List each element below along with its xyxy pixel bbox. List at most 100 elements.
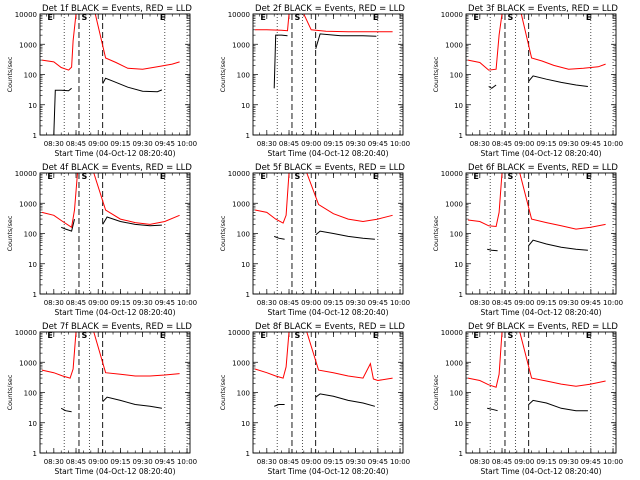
series-lld-line [93, 173, 180, 225]
x-axis-label: Start Time (04-Oct-12 08:20:40) [480, 308, 601, 317]
event-marker-label: E [373, 172, 378, 181]
x-axis-label: Start Time (04-Oct-12 08:20:40) [54, 308, 175, 317]
x-tick-label: 09:00 [88, 458, 108, 466]
x-tick-label: 09:00 [301, 458, 321, 466]
y-tick-label: 100 [237, 231, 250, 239]
x-tick-label: 09:45 [155, 458, 175, 466]
y-tick-label: 1000 [19, 359, 37, 367]
y-tick-label: 100 [24, 231, 37, 239]
series-events-line [53, 87, 72, 135]
x-tick-label: 08:30 [257, 299, 277, 307]
y-tick-label: 10000 [15, 170, 37, 178]
y-tick-label: 100 [237, 390, 250, 398]
y-tick-label: 100 [450, 72, 463, 80]
y-tick-label: 100 [450, 390, 463, 398]
x-tick-label: 09:30 [133, 140, 153, 148]
y-axis-label: Counts/sec [6, 215, 14, 251]
y-tick-label: 1000 [445, 200, 463, 208]
y-tick-label: 1 [33, 291, 37, 299]
x-tick-label: 08:45 [492, 140, 512, 148]
y-axis-label: Counts/sec [219, 215, 227, 251]
data-series [467, 173, 606, 252]
y-tick-label: 10 [28, 261, 37, 269]
x-axis-label: Start Time (04-Oct-12 08:20:40) [267, 308, 388, 317]
x-tick-label: 08:30 [44, 458, 64, 466]
x-axis-label: Start Time (04-Oct-12 08:20:40) [267, 467, 388, 476]
series-events-line [274, 235, 285, 240]
x-tick-label: 09:45 [155, 299, 175, 307]
event-marker-label: E [160, 172, 165, 181]
x-tick-label: 09:45 [581, 299, 601, 307]
y-tick-label: 100 [237, 72, 250, 80]
series-lld-line [41, 332, 77, 379]
x-tick-label: 09:15 [536, 458, 556, 466]
x-tick-label: 08:45 [66, 299, 86, 307]
series-events-line [487, 248, 498, 252]
y-tick-label: 100 [450, 231, 463, 239]
y-tick-label: 1 [246, 450, 250, 458]
x-tick-label: 09:45 [368, 458, 388, 466]
series-lld-line [303, 14, 393, 33]
series-lld-line [254, 332, 290, 379]
y-axis-label: Counts/sec [6, 56, 14, 92]
series-events-line [528, 399, 588, 412]
event-marker-label: S [507, 331, 513, 340]
chart-title: Det 1f BLACK = Events, RED = LLD [42, 4, 192, 14]
x-tick-label: 08:30 [470, 140, 490, 148]
x-tick-label: 10:00 [390, 140, 410, 148]
series-lld-line [467, 173, 503, 228]
y-tick-label: 1000 [232, 359, 250, 367]
y-tick-label: 1 [459, 450, 463, 458]
y-axis-label: Counts/sec [432, 56, 440, 92]
y-tick-label: 1 [33, 450, 37, 458]
data-series [467, 14, 606, 89]
series-events-line [315, 230, 375, 240]
y-tick-label: 10000 [441, 170, 463, 178]
y-tick-label: 10 [454, 102, 463, 110]
y-tick-label: 10 [28, 420, 37, 428]
series-lld-line [519, 173, 606, 230]
series-lld-line [255, 14, 290, 32]
x-tick-label: 09:45 [581, 140, 601, 148]
series-lld-line [41, 173, 78, 229]
series-lld-line [41, 14, 77, 71]
x-tick-label: 08:30 [44, 299, 64, 307]
y-axis-label: Counts/sec [432, 215, 440, 251]
chart-title: Det 6f BLACK = Events, RED = LLD [468, 163, 618, 173]
event-marker-label: E [586, 331, 591, 340]
plot-frame [39, 172, 191, 295]
data-series [41, 173, 180, 232]
y-tick-label: 10 [28, 102, 37, 110]
plot-frame [252, 13, 404, 136]
series-lld-line [467, 14, 503, 71]
x-tick-label: 08:30 [257, 458, 277, 466]
y-tick-label: 10000 [15, 11, 37, 19]
x-tick-label: 10:00 [177, 458, 197, 466]
y-tick-label: 1000 [445, 41, 463, 49]
x-tick-label: 08:45 [279, 458, 299, 466]
event-marker-label: E [373, 331, 378, 340]
series-lld-line [306, 173, 393, 223]
series-events-line [487, 407, 498, 412]
data-series [255, 14, 393, 89]
x-tick-label: 10:00 [603, 140, 623, 148]
x-tick-label: 08:45 [66, 458, 86, 466]
y-tick-label: 10000 [228, 11, 250, 19]
chart-title: Det 7f BLACK = Events, RED = LLD [42, 322, 192, 332]
x-tick-label: 09:15 [536, 140, 556, 148]
x-tick-label: 09:45 [368, 299, 388, 307]
x-tick-label: 08:45 [492, 458, 512, 466]
x-tick-label: 08:45 [66, 140, 86, 148]
y-tick-label: 1 [246, 291, 250, 299]
data-series [41, 332, 180, 413]
chart-panel-1: Det 1f BLACK = Events, RED = LLD Counts/s… [6, 4, 197, 158]
x-tick-label: 09:45 [581, 458, 601, 466]
y-tick-label: 10000 [15, 329, 37, 337]
x-tick-label: 09:45 [368, 140, 388, 148]
event-marker-label: S [507, 172, 513, 181]
chart-panel-2: Det 2f BLACK = Events, RED = LLD Counts/s… [219, 4, 410, 158]
event-marker-label: S [294, 13, 300, 22]
event-marker-label: E [586, 13, 591, 22]
plot-frame [252, 172, 404, 295]
x-tick-label: 08:30 [470, 299, 490, 307]
